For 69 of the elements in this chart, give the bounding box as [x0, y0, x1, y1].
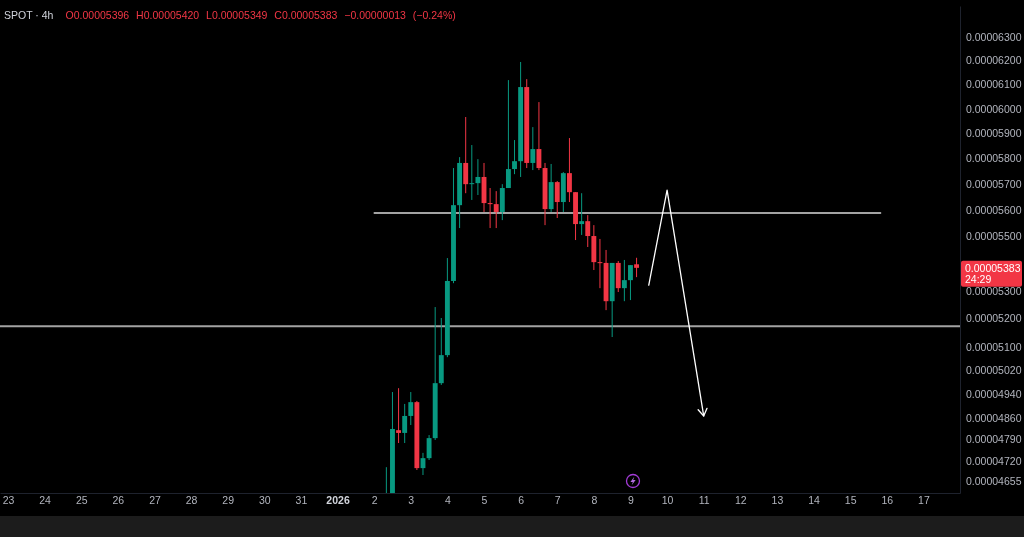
y-tick-label: 0.00004860 — [966, 411, 1022, 424]
x-tick-label: 17 — [918, 494, 930, 507]
candlestick — [499, 183, 505, 221]
candlestick — [585, 214, 591, 248]
y-tick-label: 0.00006200 — [966, 54, 1022, 67]
x-tick-label: 8 — [591, 494, 598, 507]
x-tick-label: 27 — [149, 494, 161, 507]
candlestick — [621, 259, 627, 302]
candlestick — [554, 180, 560, 219]
x-tick-label: 7 — [554, 494, 561, 507]
x-tick-label: 9 — [628, 494, 635, 507]
candlestick — [493, 190, 499, 229]
y-tick-label: 0.00005100 — [966, 340, 1022, 353]
x-tick-label: 26 — [112, 494, 125, 507]
x-tick-label: 3 — [408, 494, 415, 507]
x-tick-label: 28 — [185, 494, 198, 507]
y-tick-label: 0.00004720 — [966, 454, 1022, 467]
y-tick-label: 0.00006300 — [966, 30, 1022, 43]
x-tick-label: 30 — [258, 494, 271, 507]
y-tick-label: 0.00006100 — [966, 78, 1022, 91]
x-tick-label: 2026 — [326, 494, 350, 507]
x-tick-label: 11 — [698, 494, 710, 507]
candlestick — [634, 257, 640, 278]
text: 0.00005383 — [965, 261, 1021, 274]
x-tick-label: 14 — [808, 494, 821, 507]
x-tick-label: 6 — [518, 494, 525, 507]
candlestick — [408, 391, 414, 426]
x-tick-label: 25 — [75, 494, 88, 507]
y-tick-label: 0.00005300 — [966, 284, 1022, 297]
y-tick-label: 0.00005500 — [966, 230, 1022, 243]
text: 24:29 — [965, 272, 992, 285]
y-tick-label: 0.00004655 — [966, 474, 1022, 487]
y-tick-label: 0.00005200 — [966, 312, 1022, 325]
candlestick — [469, 144, 475, 201]
y-tick-label: 0.00004790 — [966, 432, 1022, 445]
y-tick-label: 0.00005800 — [966, 152, 1022, 165]
y-tick-label: 0.00004940 — [966, 387, 1022, 400]
x-tick-label: 13 — [771, 494, 784, 507]
x-tick-label: 12 — [734, 494, 747, 507]
x-tick-label: 23 — [2, 494, 15, 507]
x-tick-label: 4 — [444, 494, 451, 507]
x-tick-label: 15 — [844, 494, 857, 507]
candlestick — [567, 137, 572, 203]
candlestick — [530, 126, 536, 171]
chart-title: SPOT · 4h — [4, 9, 54, 21]
y-tick-label: 0.00005020 — [966, 364, 1022, 377]
x-tick-label: 31 — [295, 494, 308, 507]
candlestick — [628, 264, 633, 301]
x-tick-label: 24 — [39, 494, 52, 507]
candlestick — [505, 79, 511, 189]
x-tick-label: 29 — [222, 494, 235, 507]
x-tick-label: 5 — [481, 494, 488, 507]
candlestick — [512, 139, 517, 175]
y-tick-label: 0.00005700 — [966, 177, 1022, 190]
candlestick — [402, 403, 408, 444]
y-tick-label: 0.00006000 — [966, 102, 1022, 115]
candlestick — [579, 192, 585, 236]
y-tick-label: 0.00005600 — [966, 203, 1022, 216]
candlestick — [426, 434, 432, 461]
candlestick — [396, 387, 402, 444]
candlestick — [463, 116, 469, 194]
x-tick-label: 16 — [881, 494, 894, 507]
chart-subtitle: O0.00005396 H0.00005420 L0.00005349 C0.00005383 −0.00000013 (−0.24%) — [65, 9, 456, 21]
candlestick — [487, 187, 493, 229]
x-tick-label: 10 — [661, 494, 674, 507]
y-tick-label: 0.00005900 — [966, 127, 1022, 140]
candlestick — [536, 101, 542, 171]
candlestick — [475, 158, 481, 196]
x-tick-label: 2 — [371, 494, 378, 507]
